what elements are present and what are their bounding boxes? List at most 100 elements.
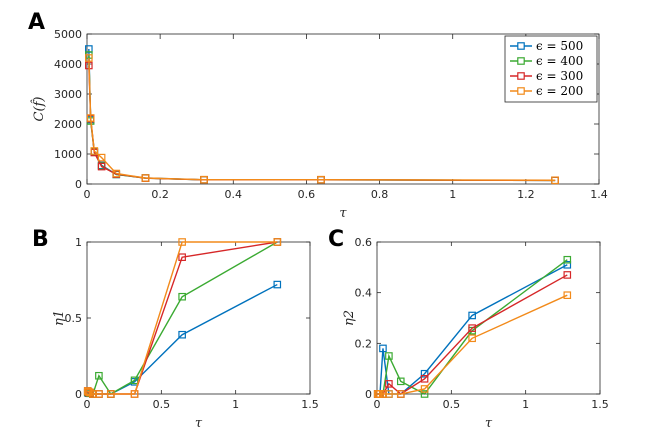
plot-frame	[376, 241, 601, 395]
legend-entry: ϵ = 500	[510, 39, 583, 53]
y-tick-label: 0	[75, 178, 82, 191]
x-tick-label: 1.4	[590, 188, 608, 201]
x-tick-label: 1	[449, 188, 456, 201]
series-line	[87, 283, 278, 395]
series-line	[88, 54, 556, 182]
data-point	[95, 390, 103, 398]
data-point	[385, 390, 393, 398]
y-tick-label: 0	[75, 388, 82, 401]
series-line	[88, 65, 556, 182]
data-point	[273, 280, 282, 289]
series-1	[83, 280, 282, 398]
data-point	[112, 169, 121, 178]
x-tick-label: 0	[374, 398, 381, 411]
x-tick-label: 0.5	[153, 398, 171, 411]
x-tick-label: 0	[84, 398, 91, 411]
y-tick-label: 0.6	[355, 236, 373, 249]
legend-label: ϵ = 400	[536, 54, 583, 68]
legend-swatch-marker	[517, 57, 525, 65]
legend-entry: ϵ = 200	[510, 84, 583, 98]
y-axis-label: η1	[52, 310, 67, 326]
y-tick-label: 4000	[54, 58, 82, 71]
y-tick-label: 1	[75, 236, 82, 249]
data-point	[420, 369, 429, 378]
legend-swatch-marker	[517, 87, 525, 95]
series-line	[87, 241, 278, 395]
data-point	[563, 261, 572, 269]
chart-c: 0 0.5 1 1.5 0 0.2 0.4 0.6 τ η2	[342, 236, 609, 431]
x-tick-label: 0.4	[225, 188, 243, 201]
plot-frame	[86, 33, 600, 185]
data-point	[95, 371, 103, 380]
y-tick-label: 0.5	[65, 312, 83, 325]
data-point	[420, 385, 429, 393]
x-tick-label: 0.2	[151, 188, 169, 201]
data-point	[563, 291, 572, 300]
series-3	[85, 61, 559, 185]
data-point	[551, 176, 559, 185]
x-axis-label: τ	[339, 206, 347, 221]
legend-label: ϵ = 200	[536, 84, 583, 98]
data-point	[200, 175, 208, 184]
data-point	[178, 292, 186, 301]
data-point	[130, 390, 139, 398]
series-2	[85, 51, 559, 185]
x-axis-label: τ	[485, 416, 493, 431]
y-tick-label: 0	[365, 388, 372, 401]
x-tick-label: 0	[84, 188, 91, 201]
panel-label-b: B	[32, 227, 49, 252]
series-line	[377, 264, 568, 395]
series-1	[85, 45, 559, 185]
series-4	[83, 238, 282, 398]
x-tick-label: 0.6	[298, 188, 316, 201]
data-point	[396, 390, 405, 398]
y-tick-label: 1000	[54, 148, 82, 161]
y-tick-label: 5000	[54, 28, 82, 41]
legend-label: ϵ = 500	[536, 39, 583, 53]
data-point	[97, 153, 106, 162]
panel-label-c: C	[328, 227, 344, 252]
series-line	[87, 241, 278, 395]
data-point	[97, 162, 106, 171]
legend-label: ϵ = 300	[536, 69, 583, 83]
data-point	[86, 114, 95, 122]
data-point	[385, 352, 393, 360]
data-point	[84, 387, 93, 396]
series-line	[87, 241, 278, 395]
series-4	[85, 54, 559, 185]
panel-label-a: A	[28, 10, 45, 35]
data-point	[317, 175, 325, 184]
y-axis-label: C(f̂)	[30, 97, 47, 122]
x-tick-label: 1.5	[301, 398, 319, 411]
data-point	[468, 311, 476, 320]
data-point	[468, 324, 476, 332]
data-point	[420, 375, 429, 383]
series-4	[373, 291, 572, 398]
data-point	[273, 238, 282, 246]
x-tick-label: 1.2	[517, 188, 535, 201]
series-line	[88, 48, 556, 182]
y-tick-label: 2000	[54, 118, 82, 131]
data-point	[396, 377, 405, 386]
legend-entry: ϵ = 300	[510, 69, 583, 83]
y-tick-label: 0.2	[355, 337, 373, 350]
data-point	[85, 54, 93, 62]
chart-a: 0 0.2 0.4 0.6 0.8 1 1.2 1.4 0 1000 2000 3000 4000 500…	[30, 28, 608, 221]
x-tick-label: 0.8	[371, 188, 389, 201]
chart-b: 0 0.5 1 1.5 0 0.5 1 τ η1	[52, 236, 319, 431]
series-2	[83, 238, 282, 398]
data-point	[468, 334, 476, 343]
legend-swatch-marker	[517, 72, 525, 80]
y-tick-label: 0.4	[355, 287, 373, 300]
data-point	[178, 330, 186, 339]
data-point	[141, 174, 150, 182]
data-point	[385, 380, 393, 388]
x-tick-label: 1	[232, 398, 239, 411]
data-point	[178, 238, 186, 246]
data-point	[563, 255, 572, 264]
series-line	[88, 57, 556, 181]
data-point	[130, 376, 139, 385]
series-2	[373, 255, 572, 398]
x-tick-label: 0.5	[443, 398, 461, 411]
